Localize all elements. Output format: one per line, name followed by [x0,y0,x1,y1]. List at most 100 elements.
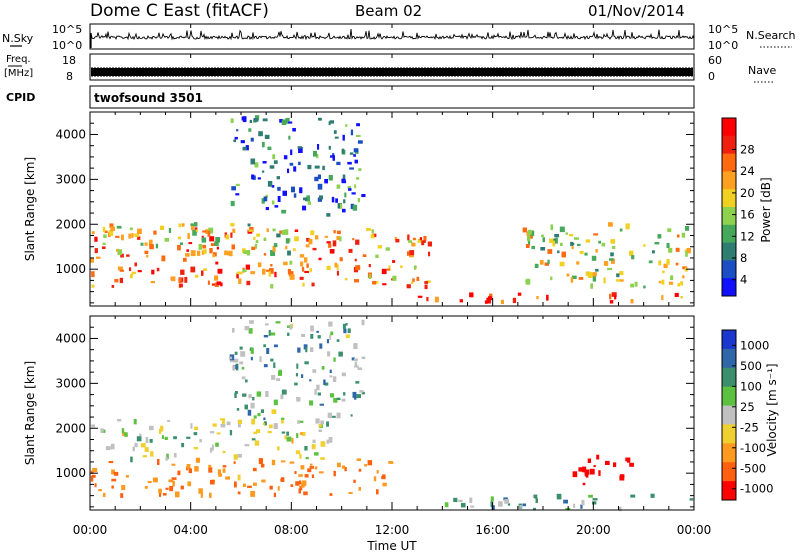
power-cells-cell [161,255,166,262]
velocity-cells-cell [304,474,309,478]
velocity-cells-cell [253,415,257,419]
power-cells-cell [288,271,294,277]
velocity-cells-cell [318,424,322,428]
power-cells-cell [358,168,362,171]
velocity-cells-cell [229,359,234,363]
power-cells-cell [114,278,119,283]
power-cells-cell [185,253,190,257]
power-cells-cell [245,264,250,270]
colorbar-swatch [722,242,736,261]
power-cells-cell [242,269,247,273]
power-ylabel: Slant Range [km] [23,157,37,261]
power-cells-cell [385,247,390,251]
power-cells-cell [201,250,205,255]
power-cells-cell [352,204,358,211]
velocity-cells-cell [320,441,326,447]
colorbar-tick-label: -100 [740,441,766,455]
velocity-cells-cell [263,335,269,338]
velocity-cells-cell [273,344,278,348]
power-cells-cell [242,146,247,151]
velocity-cells-cell [233,358,239,363]
velocity-cells-cell [298,474,303,477]
power-cells-cell [228,250,233,257]
velocity-cells-cell [199,439,202,443]
power-cells-cell [288,121,293,124]
power-cells-cell [603,277,606,284]
velocity-cells-cell [152,477,158,483]
velocity-cells-cell [342,323,346,329]
velocity-cells-cell [90,470,94,474]
velocity-cells-cell [299,485,303,491]
velocity-cells-cell [186,464,191,470]
power-cells-cell [610,252,614,257]
power-cells-cell [249,119,252,123]
power-cells-cell [137,228,142,234]
power-cells-cell [512,297,517,304]
power-cells-cell [238,278,242,284]
velocity-cells-cell [504,499,510,504]
power-cells-cell [576,261,580,265]
power-cells-cell [129,227,133,231]
nave-right-bottom-tick: 0 [708,70,715,83]
y-tick-label: 2000 [55,217,86,231]
power-cells-cell [131,233,134,238]
velocity-cells-cell [297,347,301,353]
velocity-cells-cell [584,469,590,475]
velocity-cells-cell [689,498,694,501]
velocity-cells-cell [271,375,276,380]
power-cells-cell [531,245,535,250]
power-cells-cell [292,128,296,132]
power-cells-cell [203,249,207,254]
power-cells-cell [183,257,187,262]
power-cells-cell [611,258,615,264]
velocity-cells-cell [229,430,233,436]
power-cells-cell [601,242,606,247]
power-cells-cell [317,197,322,202]
velocity-cells-cell [248,394,252,399]
velocity-cells-cell [301,333,306,337]
velocity-cells-cell [310,325,314,332]
power-cells-cell [426,280,431,284]
power-cells-cell [663,263,668,269]
velocity-colorbar: 1000 500 100 25 -25 -100 -500 -1000 [721,329,773,501]
velocity-cells-cell [341,398,346,402]
power-cells-cell [194,274,199,278]
power-cells-cell [317,183,323,190]
colorbar-tick-label: 8 [740,251,747,265]
velocity-cells-cell [321,366,325,370]
colorbar-swatch [722,135,736,155]
power-cells-cell [680,281,683,286]
velocity-cells-cell [592,498,598,501]
power-cells-cell [104,230,108,233]
velocity-cells-cell [209,447,213,453]
power-cells-cell [555,237,558,244]
power-cells-cell [150,281,155,284]
power-cells-cell [294,236,299,242]
power-cells-cell [386,268,391,271]
velocity-cells-cell [195,457,200,463]
colorbar-tick-label: 24 [740,164,755,178]
velocity-cells-cell [304,446,308,451]
power-cells-cell [652,250,655,254]
power-cells-cell [355,265,361,271]
colorbar-frame [721,329,737,501]
freq-label-line2: [MHz] [4,68,33,79]
power-cells-cell [592,275,597,282]
power-cells-cell [103,234,107,238]
power-cells-cell [310,230,315,236]
velocity-cells-cell [248,328,253,334]
power-cells-cell [542,237,545,243]
power-cells-cell [675,247,680,252]
power-cells-cell [336,230,341,235]
power-cells-cell [354,279,359,283]
velocity-cells-cell [311,474,315,478]
power-cells-cell [281,119,287,125]
velocity-cells-cell [376,469,379,474]
nave-right-top-tick: 60 [708,54,722,67]
velocity-cells-cell [316,330,319,333]
power-cells-cell [198,244,203,250]
power-cells-cell [609,258,614,261]
velocity-cells-cell [287,332,290,336]
power-cells-cell [579,250,584,254]
velocity-cells-cell [262,422,265,426]
